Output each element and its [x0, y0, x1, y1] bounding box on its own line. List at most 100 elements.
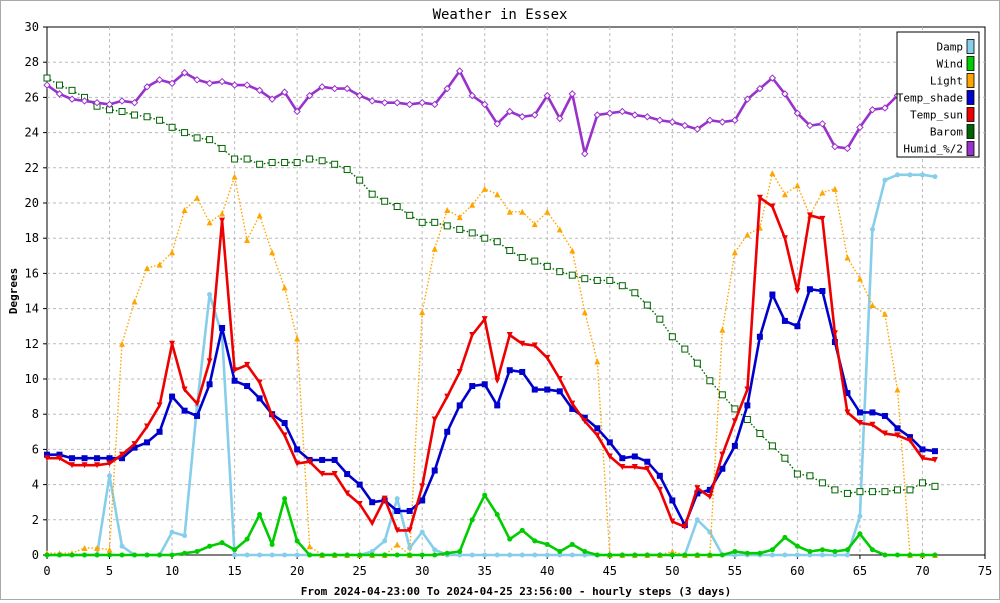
data-point-temp-shade	[644, 458, 651, 465]
data-point-damp	[394, 496, 400, 502]
legend-swatch-wind	[966, 56, 975, 71]
data-point-temp-sun	[244, 361, 251, 368]
data-point-temp-shade	[869, 409, 876, 416]
data-point-humid-2	[568, 90, 576, 98]
data-point-light	[419, 309, 426, 316]
data-point-barom	[743, 415, 751, 423]
data-point-temp-sun	[681, 523, 688, 530]
data-point-wind	[57, 552, 63, 558]
data-point-barom	[68, 86, 76, 94]
data-point-temp-shade	[881, 412, 888, 419]
data-point-humid-2	[230, 81, 239, 89]
data-point-temp-shade	[931, 448, 938, 455]
data-point-light	[444, 207, 451, 214]
data-point-temp-sun	[619, 464, 626, 470]
data-point-damp	[482, 552, 488, 558]
data-point-barom	[756, 430, 764, 438]
legend-swatch-light	[966, 73, 975, 88]
data-point-barom	[481, 234, 489, 242]
data-point-humid-2	[430, 100, 439, 109]
data-point-wind	[407, 552, 413, 558]
data-point-temp-shade	[856, 409, 863, 416]
data-point-temp-sun	[206, 358, 213, 365]
y-tick-label: 10	[25, 372, 39, 386]
data-point-wind	[244, 536, 250, 542]
data-point-wind	[344, 552, 350, 558]
data-point-wind	[919, 552, 925, 558]
data-point-temp-shade	[331, 456, 338, 463]
data-point-temp-sun	[81, 462, 88, 469]
data-point-temp-sun	[394, 527, 401, 534]
data-point-temp-sun	[319, 471, 326, 478]
data-point-light	[256, 212, 263, 219]
data-point-wind	[582, 548, 588, 554]
data-point-barom	[806, 472, 814, 480]
data-point-humid-2	[831, 142, 839, 151]
data-point-temp-shade	[156, 428, 163, 435]
data-point-temp-sun	[56, 455, 63, 462]
data-point-temp-sun	[169, 340, 176, 347]
data-point-light	[494, 191, 501, 198]
data-point-damp	[469, 552, 475, 558]
data-point-humid-2	[543, 91, 551, 100]
data-point-wind	[282, 496, 288, 502]
data-point-damp	[907, 172, 913, 178]
data-point-temp-shade	[394, 508, 401, 514]
data-point-barom	[831, 486, 839, 494]
data-point-humid-2	[706, 116, 714, 124]
data-point-light	[544, 208, 551, 215]
data-point-damp	[869, 226, 875, 232]
data-point-humid-2	[318, 83, 326, 91]
data-point-temp-sun	[481, 316, 488, 323]
data-point-humid-2	[205, 79, 214, 88]
y-tick-label: 12	[25, 337, 39, 351]
data-point-damp	[807, 552, 813, 558]
data-point-damp	[919, 172, 925, 178]
data-point-temp-sun	[181, 386, 188, 393]
data-point-humid-2	[118, 97, 126, 105]
data-point-damp	[819, 552, 825, 558]
x-tick-label: 75	[978, 564, 992, 578]
data-point-barom	[343, 166, 351, 174]
data-point-barom	[906, 486, 914, 494]
data-point-barom	[406, 211, 414, 219]
legend-swatch-temp-shade	[966, 90, 975, 105]
data-point-temp-shade	[481, 381, 488, 388]
y-tick-label: 30	[25, 20, 39, 34]
data-point-temp-shade	[81, 455, 88, 462]
data-point-temp-shade	[494, 402, 501, 409]
data-point-temp-sun	[331, 471, 338, 478]
data-point-temp-shade	[744, 402, 751, 409]
data-point-barom	[181, 129, 189, 137]
data-point-temp-shade	[44, 451, 50, 458]
data-point-wind	[894, 552, 900, 558]
data-point-wind	[419, 552, 425, 558]
legend-label-barom: Barom	[930, 126, 963, 139]
data-point-wind	[107, 552, 113, 558]
data-point-humid-2	[881, 104, 889, 112]
data-point-temp-shade	[694, 490, 701, 497]
data-point-wind	[169, 552, 175, 558]
data-point-damp	[769, 552, 775, 558]
data-point-humid-2	[55, 90, 64, 98]
data-point-light	[594, 358, 601, 365]
y-tick-label: 22	[25, 161, 39, 175]
data-point-light	[119, 340, 126, 347]
data-point-wind	[832, 548, 838, 554]
data-point-humid-2	[531, 111, 539, 119]
data-point-light	[181, 207, 188, 214]
x-tick-label: 40	[540, 564, 554, 578]
data-point-damp	[507, 552, 513, 558]
data-point-humid-2	[368, 97, 376, 105]
data-point-temp-sun	[819, 215, 826, 222]
data-point-wind	[82, 552, 88, 558]
data-point-light	[894, 386, 901, 393]
data-point-barom	[156, 116, 164, 124]
data-point-temp-sun	[606, 453, 613, 460]
data-point-temp-sun	[869, 421, 876, 428]
data-point-wind	[619, 552, 625, 558]
data-point-temp-shade	[319, 456, 326, 463]
data-point-temp-shade	[894, 425, 901, 432]
y-tick-label: 0	[32, 548, 39, 562]
x-tick-label: 65	[853, 564, 867, 578]
